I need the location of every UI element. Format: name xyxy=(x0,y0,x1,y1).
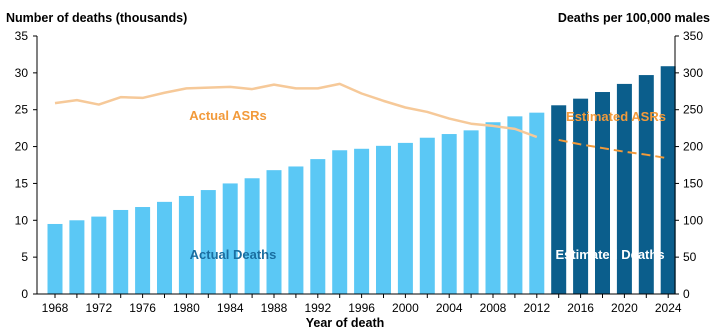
actual-death-bar xyxy=(288,166,304,294)
right-tick-label: 100 xyxy=(683,213,703,227)
right-tick-label: 300 xyxy=(683,66,703,80)
right-tick-label: 350 xyxy=(683,29,703,43)
right-tick-label: 50 xyxy=(683,250,697,264)
right-tick-label: 150 xyxy=(683,176,703,190)
actual-death-bar xyxy=(419,137,435,294)
actual-death-bar xyxy=(507,116,523,294)
estimated-asr-label: Estimated ASRs xyxy=(566,109,666,124)
estimated-deaths-label: Estimated Deaths xyxy=(555,247,664,262)
estimated-death-bar xyxy=(638,75,654,294)
x-tick-label: 1976 xyxy=(129,301,156,315)
right-tick-label: 0 xyxy=(683,287,690,301)
actual-death-bar xyxy=(354,148,370,294)
x-tick-label: 1980 xyxy=(173,301,200,315)
actual-asr-line xyxy=(54,82,538,139)
x-tick-label: 2008 xyxy=(480,301,507,315)
x-tick-label: 2012 xyxy=(523,301,550,315)
estimated-death-bar xyxy=(660,66,676,294)
actual-death-bar xyxy=(376,145,391,294)
left-tick-label: 10 xyxy=(15,213,29,227)
left-tick-label: 5 xyxy=(21,250,28,264)
actual-death-bar xyxy=(222,183,238,294)
x-tick-label: 1972 xyxy=(85,301,112,315)
x-tick-label: 2024 xyxy=(655,301,682,315)
actual-death-bar xyxy=(69,220,85,294)
actual-death-bar xyxy=(397,142,413,294)
actual-death-bar xyxy=(332,150,348,294)
actual-death-bar xyxy=(266,170,282,294)
x-tick-label: 1996 xyxy=(348,301,375,315)
actual-asr-label: Actual ASRs xyxy=(189,108,267,123)
actual-death-bar xyxy=(200,190,216,294)
estimated-death-bar xyxy=(616,83,632,294)
left-tick-label: 25 xyxy=(15,103,29,117)
bars-group xyxy=(47,66,676,295)
estimated-death-bar xyxy=(573,98,589,294)
actual-death-bar xyxy=(463,130,479,294)
estimated-asr-line xyxy=(558,138,669,160)
left-tick-label: 30 xyxy=(15,66,29,80)
x-axis-title: Year of death xyxy=(306,316,385,330)
actual-death-bar xyxy=(113,209,129,294)
left-tick-label: 0 xyxy=(21,287,28,301)
actual-death-bar xyxy=(91,216,107,294)
right-tick-label: 200 xyxy=(683,140,703,154)
left-tick-label: 15 xyxy=(15,176,29,190)
actual-death-bar xyxy=(178,195,194,294)
actual-death-bar xyxy=(441,134,457,294)
x-tick-label: 2004 xyxy=(436,301,463,315)
labels-group: Actual Deaths Estimated Deaths Actual AS… xyxy=(189,108,666,262)
actual-death-bar xyxy=(135,207,151,294)
right-tick-label: 250 xyxy=(683,103,703,117)
x-tick-label: 2000 xyxy=(392,301,419,315)
right-axis-title: Deaths per 100,000 males xyxy=(558,11,710,25)
actual-death-bar xyxy=(485,122,501,294)
left-tick-label: 35 xyxy=(15,29,29,43)
actual-death-bar xyxy=(244,178,260,294)
actual-deaths-label: Actual Deaths xyxy=(190,247,277,262)
estimated-death-bar xyxy=(595,92,610,295)
actual-death-bar xyxy=(529,112,545,294)
lines-group xyxy=(54,82,669,160)
estimated-death-bar xyxy=(551,105,567,294)
left-axis-title: Number of deaths (thousands) xyxy=(6,11,187,25)
actual-death-bar xyxy=(157,201,172,294)
x-tick-label: 1968 xyxy=(42,301,69,315)
actual-death-bar xyxy=(310,159,326,294)
x-tick-label: 1992 xyxy=(304,301,331,315)
x-tick-label: 1984 xyxy=(217,301,244,315)
actual-death-bar xyxy=(47,223,63,294)
x-tick-label: 2020 xyxy=(611,301,638,315)
left-tick-label: 20 xyxy=(15,140,29,154)
x-tick-label: 1988 xyxy=(261,301,288,315)
x-tick-label: 2016 xyxy=(567,301,594,315)
